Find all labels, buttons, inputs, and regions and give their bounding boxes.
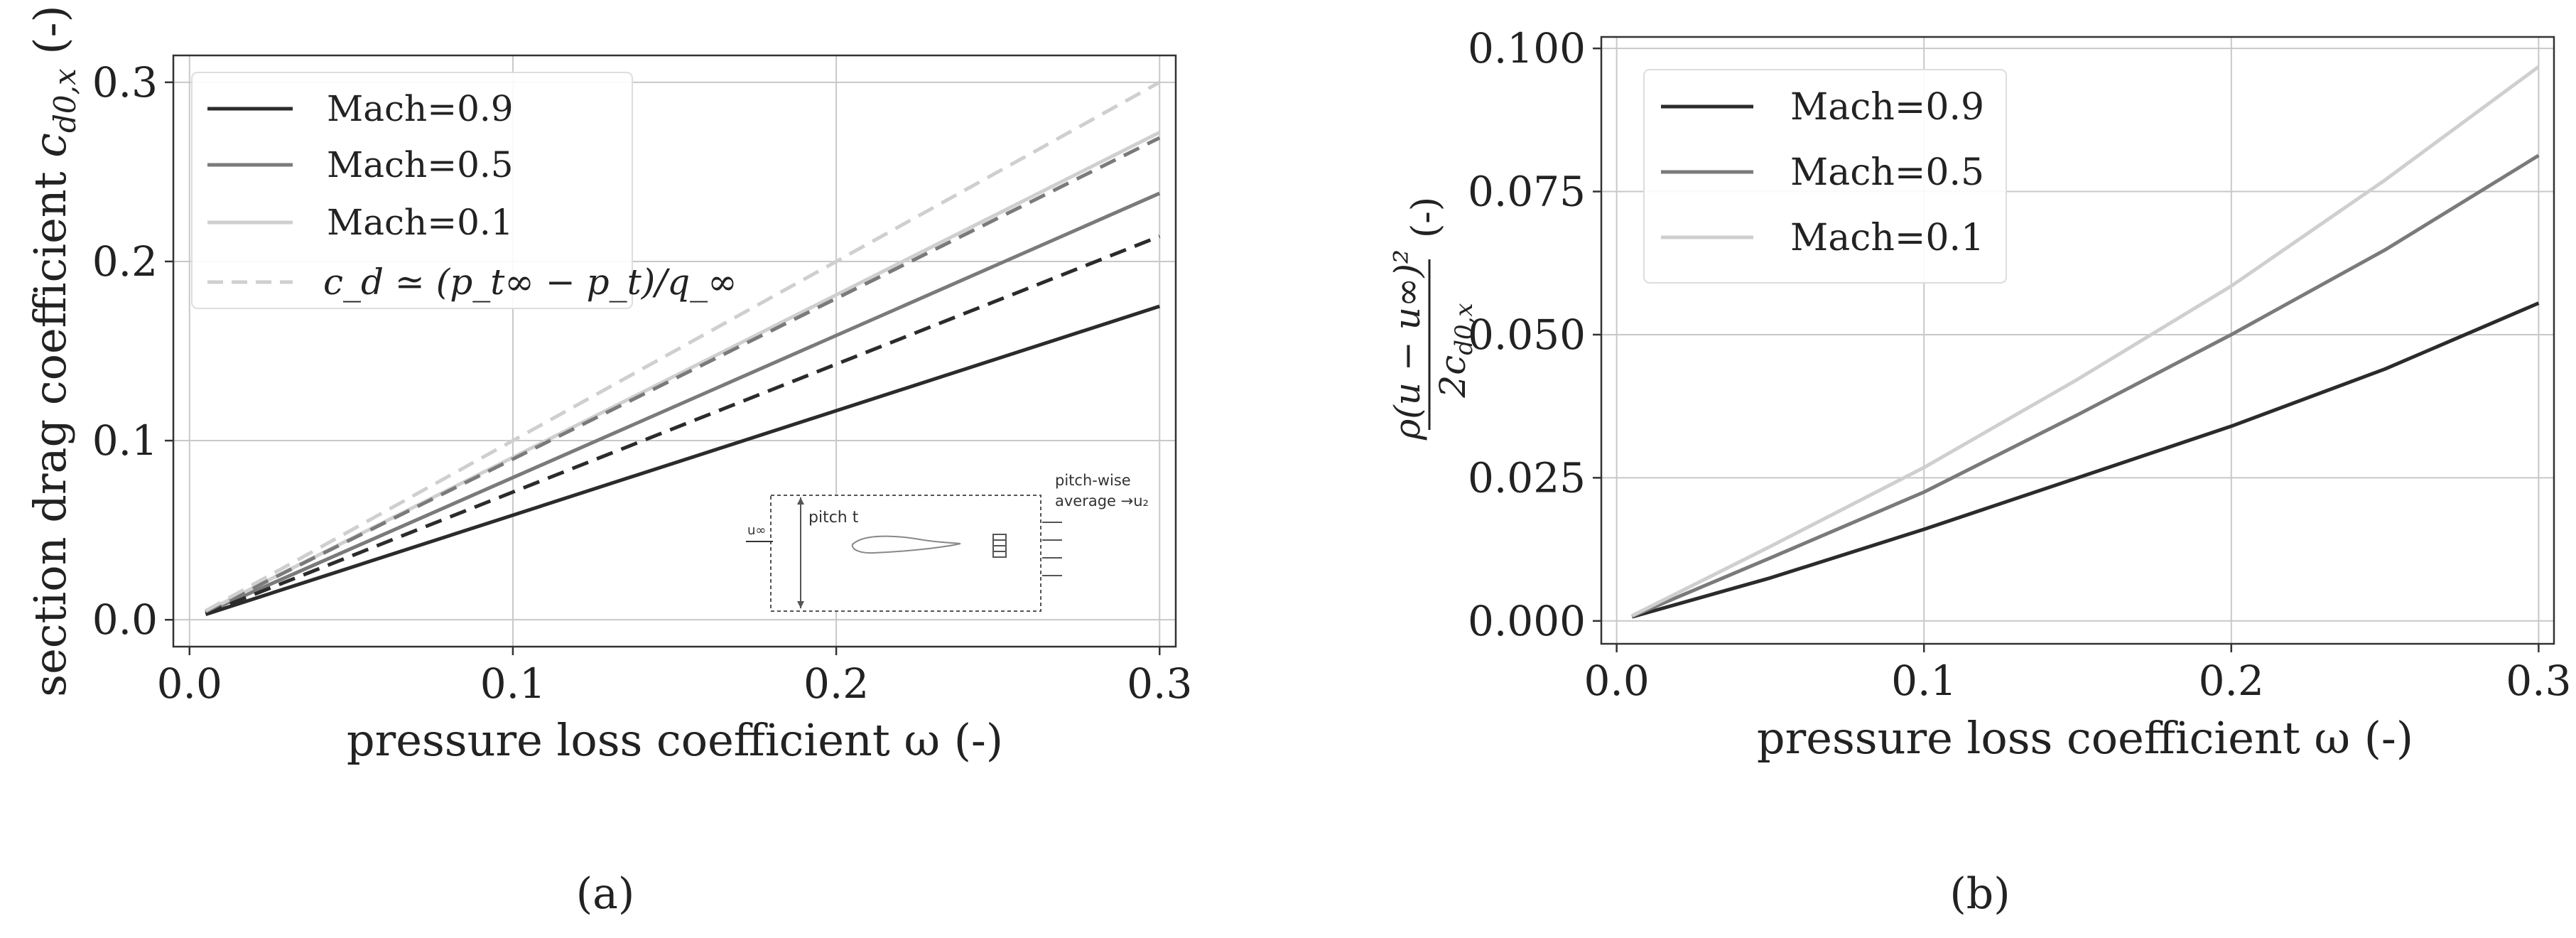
panel-b-ylabel-denominator: 2cd0,x — [1432, 303, 1478, 398]
panel-a-xlabel: pressure loss coefficient ω (-) — [347, 714, 1003, 766]
x-tick-label: 0.0 — [157, 659, 222, 708]
panel-a-label: (a) — [576, 869, 635, 919]
y-tick-label: 0.100 — [1468, 24, 1586, 72]
inset-average-label-1: pitch-wise — [1055, 472, 1131, 489]
panel-a-ylabel-sub: d0,x — [48, 68, 82, 133]
panel-a-inset-schematic: pitch t u∞ pitch-wise average →u₂ — [746, 472, 1149, 612]
series-line-reference-5-dashed — [205, 80, 1161, 613]
x-tick-label: 0.3 — [2506, 657, 2571, 705]
y-tick-label: 0.1 — [92, 416, 158, 465]
x-tick-label: 0.1 — [1891, 657, 1957, 705]
x-tick-label: 0.3 — [1127, 659, 1192, 708]
inset-pitch-arrow-down-icon — [797, 601, 804, 608]
series-line-mach-0.9 — [1631, 301, 2540, 619]
y-tick-label: 0.3 — [92, 58, 158, 107]
legend-label-mach-0.1: Mach=0.1 — [327, 202, 514, 243]
panel-a-ylabel-unit: (-) — [24, 5, 76, 68]
panel-b-series — [1631, 65, 2540, 619]
legend-label-mach-0.9: Mach=0.9 — [327, 88, 514, 129]
legend-b-label-mach-0.9: Mach=0.9 — [1790, 86, 1984, 129]
panel-b-xlabel: pressure loss coefficient ω (-) — [1757, 712, 2413, 764]
panel-b-label: (b) — [1949, 869, 2010, 919]
panel-b-ticks: 0.0 0.1 0.2 0.3 0.000 0.025 0.050 0.075 0.100 — [1468, 24, 2572, 705]
legend-b-label-mach-0.5: Mach=0.5 — [1790, 151, 1984, 194]
y-tick-label: 0.075 — [1468, 168, 1586, 216]
panel-b-legend-box — [1643, 69, 2007, 284]
panel-b-ylabel-numerator: ρ(u − u∞)² — [1387, 249, 1428, 441]
legend-label-mach-0.5: Mach=0.5 — [327, 144, 514, 185]
x-tick-label: 0.2 — [803, 659, 869, 708]
series-line-mach-0.5 — [205, 191, 1161, 615]
panel-b: 0.0 0.1 0.2 0.3 0.000 0.025 0.050 0.075 0.100 ρ(… — [1387, 24, 2571, 919]
panel-b-ylabel: ρ(u − u∞)² 2cd0,x (-) — [1387, 197, 1478, 441]
panel-b-axes-frame — [1600, 36, 2555, 645]
panel-b-legend: Mach=0.9 Mach=0.5 Mach=0.1 — [1643, 69, 2007, 284]
panel-a-axes-frame — [172, 54, 1177, 648]
panel-a-legend-box — [191, 72, 633, 309]
series-line-mach-0.1 — [1631, 65, 2540, 618]
y-tick-label: 0.2 — [92, 237, 158, 286]
panel-a: 0.0 0.1 0.2 0.3 0.0 0.1 0.2 0.3 section drag co… — [24, 5, 1192, 919]
inset-average-label-2: average →u₂ — [1055, 492, 1149, 510]
panel-a-ylabel-math: c — [24, 133, 76, 158]
y-tick-label: 0.0 — [92, 595, 158, 644]
panel-a-legend: Mach=0.9 Mach=0.5 Mach=0.1 c_d ≃ (p_t∞ −… — [191, 72, 737, 309]
inset-domain-box — [770, 495, 1041, 612]
x-tick-label: 0.2 — [2199, 657, 2264, 705]
inset-pitch-label: pitch t — [808, 509, 859, 527]
x-tick-label: 0.0 — [1584, 657, 1650, 705]
legend-label-cd-approx: c_d ≃ (p_t∞ − p_t)/q_∞ — [323, 262, 737, 303]
panel-b-ylabel-den-sub: d0,x — [1450, 303, 1478, 355]
y-tick-label: 0.025 — [1468, 453, 1586, 502]
panel-a-ylabel-text: section drag coefficient — [24, 158, 76, 697]
series-line-mach-0.5 — [1631, 153, 2540, 618]
panel-b-ylabel-unit: (-) — [1405, 197, 1447, 238]
x-tick-label: 0.1 — [480, 659, 546, 708]
y-tick-label: 0.000 — [1468, 597, 1586, 645]
series-line-reference-4-dashed — [205, 136, 1161, 614]
panel-a-ticks: 0.0 0.1 0.2 0.3 0.0 0.1 0.2 0.3 — [92, 58, 1193, 708]
panel-b-ylabel-den-main: 2c — [1432, 355, 1473, 399]
panel-a-ylabel: section drag coefficient cd0,x (-) — [24, 5, 82, 696]
series-line-reference-3-dashed — [205, 234, 1161, 615]
y-tick-label: 0.050 — [1468, 311, 1586, 359]
panel-a-series — [205, 80, 1161, 616]
inset-pitch-arrow-up-icon — [797, 497, 804, 505]
legend-b-label-mach-0.1: Mach=0.1 — [1790, 217, 1984, 259]
series-line-mach-0.9 — [205, 304, 1160, 616]
series-line-mach-0.1 — [205, 131, 1161, 614]
inset-airfoil-icon — [851, 535, 961, 554]
inset-u-inf-label: u∞ — [747, 523, 766, 538]
